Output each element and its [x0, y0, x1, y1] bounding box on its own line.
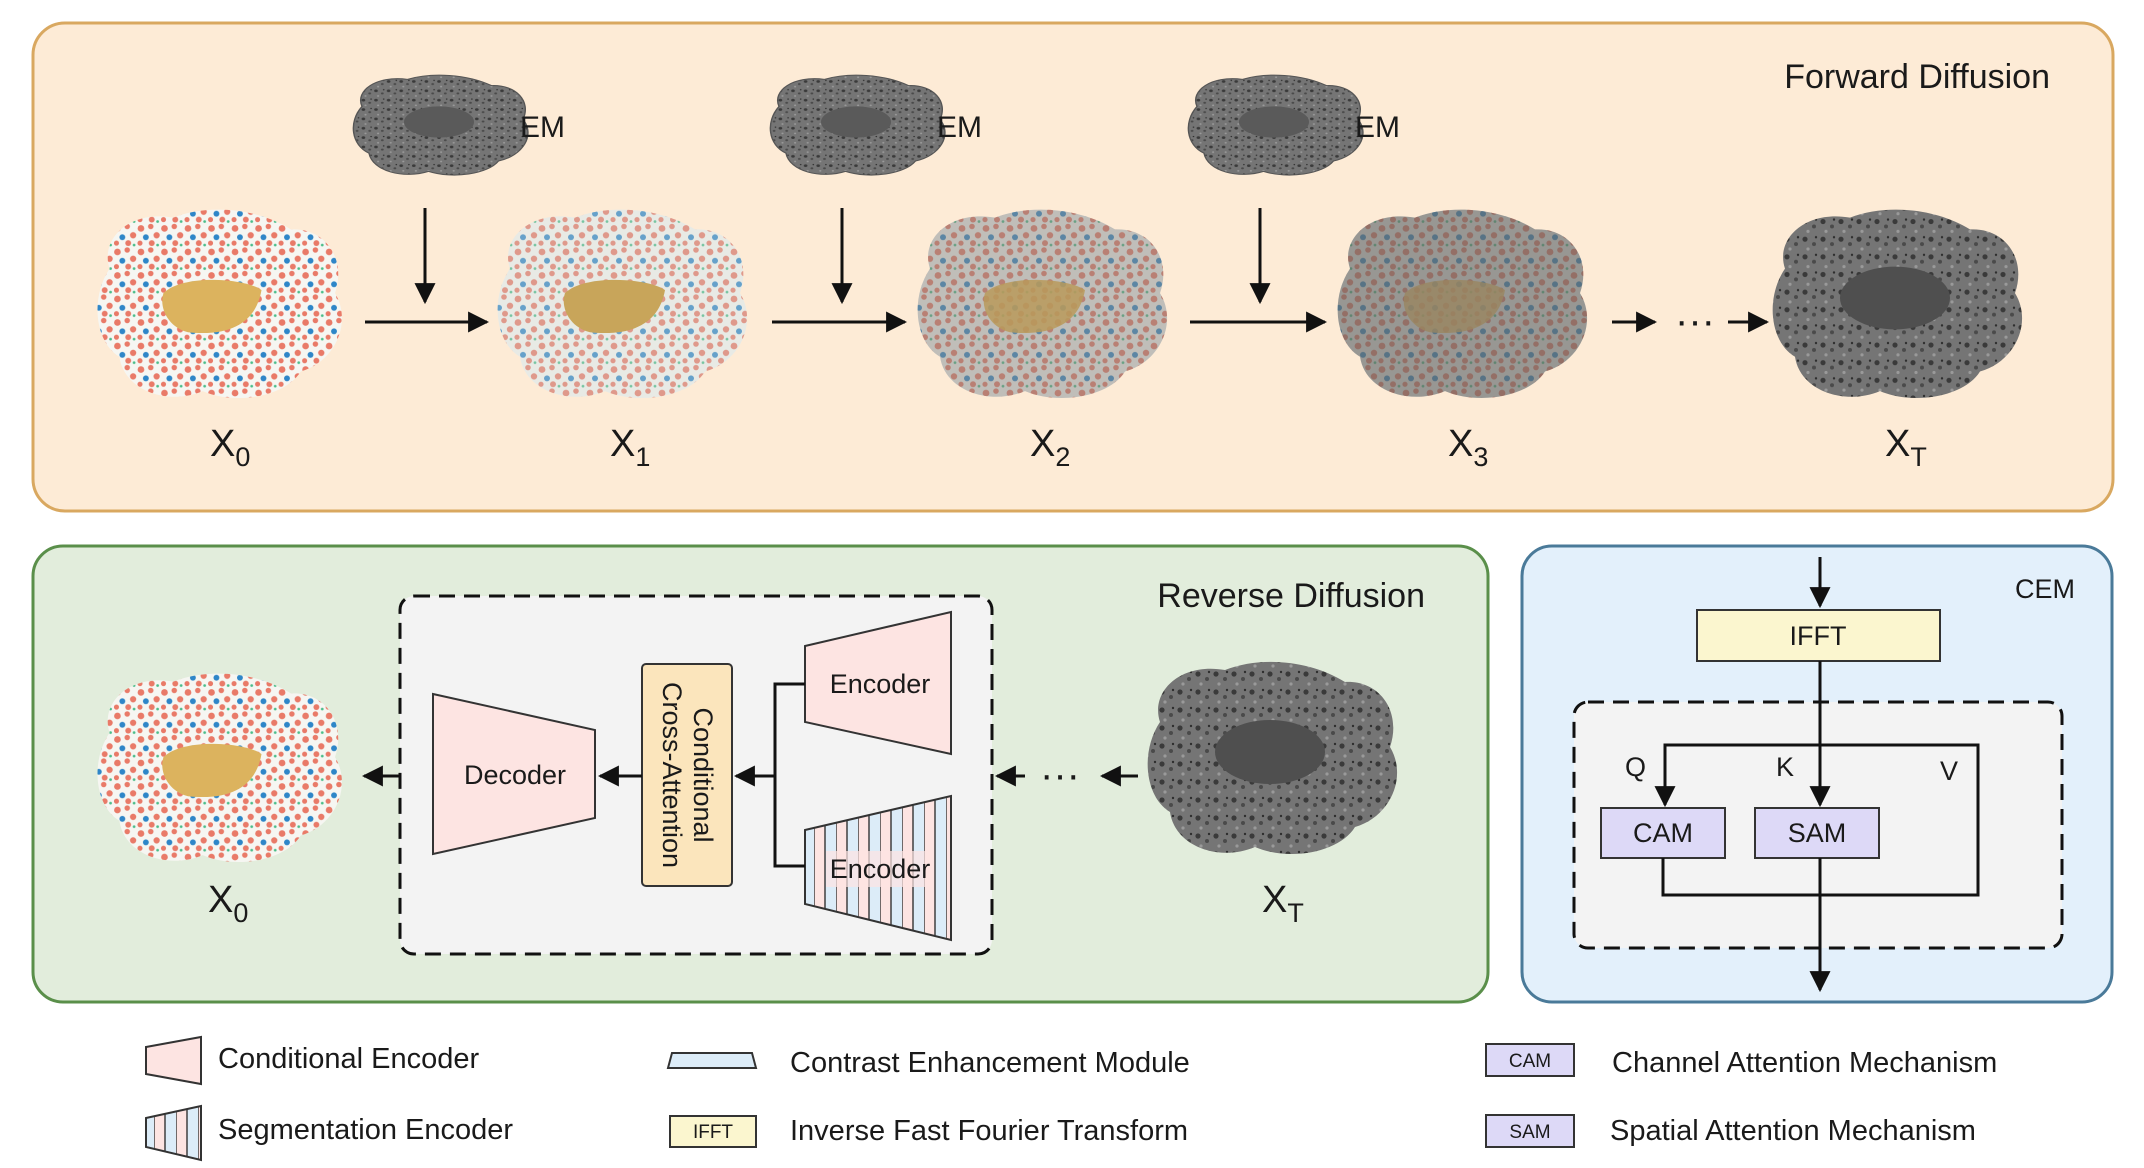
q-label: Q [1625, 752, 1646, 782]
em-label-2: EM [937, 111, 982, 144]
ifft-block [1696, 609, 1941, 662]
decoder-label: Decoder [464, 760, 566, 790]
conditional-encoder-block [804, 610, 952, 756]
legend-segmentation-encoder-icon [145, 1104, 202, 1162]
cam-to-output [1661, 858, 1820, 897]
legend-conditional-encoder-icon [145, 1035, 202, 1086]
em-image-1 [352, 74, 529, 176]
cell-x3-noisy [1337, 209, 1588, 399]
forward-ellipsis: ··· [1675, 299, 1715, 343]
reverse-label-x0: X0 [208, 879, 248, 928]
label-x1: X1 [610, 423, 650, 472]
cross-attention-label-2: Cross-Attention [657, 682, 687, 868]
cell-x0-segmentation [97, 209, 342, 399]
cross-attention-label-1: Conditional [688, 707, 718, 842]
sam-label: SAM [1788, 818, 1847, 848]
cell-xt-em [1772, 209, 2023, 399]
conditional-encoder-label: Encoder [830, 669, 931, 699]
forward-diffusion-title: Forward Diffusion [1784, 58, 2050, 96]
legend-ifft-icon [669, 1115, 757, 1148]
label-x0: X0 [210, 423, 250, 472]
reverse-label-xt: XT [1262, 879, 1304, 928]
reverse-input-xt-em [1147, 661, 1398, 855]
em-label-3: EM [1355, 111, 1400, 144]
legend-cem-text: Contrast Enhancement Module [790, 1047, 1190, 1079]
v-branch [1820, 743, 1980, 897]
ifft-label: IFFT [1790, 621, 1847, 651]
segmentation-encoder-label-bg [826, 851, 932, 887]
label-x2: X2 [1030, 423, 1070, 472]
v-label: V [1940, 756, 1958, 786]
sam-block [1754, 807, 1880, 859]
legend-sam-icon-label: SAM [1509, 1122, 1550, 1143]
decoder-block [432, 692, 596, 856]
legend-conditional-encoder-text: Conditional Encoder [218, 1043, 480, 1075]
segmentation-encoder-label: Encoder [830, 854, 931, 884]
legend-cam-icon [1485, 1043, 1575, 1077]
label-xt: XT [1885, 423, 1927, 472]
em-label-1: EM [520, 111, 565, 144]
legend-cam-text: Channel Attention Mechanism [1612, 1047, 1997, 1079]
reverse-ellipsis: ··· [1040, 753, 1080, 797]
legend-cem-icon [666, 1052, 758, 1069]
legend-segmentation-encoder-text: Segmentation Encoder [218, 1114, 513, 1146]
reverse-diffusion-title: Reverse Diffusion [1157, 577, 1425, 615]
cell-x2-noisy [917, 209, 1168, 399]
cam-label: CAM [1633, 818, 1693, 848]
cem-title: CEM [2015, 574, 2075, 604]
legend-ifft-icon-label: IFFT [693, 1122, 733, 1143]
legend-sam-text: Spatial Attention Mechanism [1610, 1115, 1976, 1147]
legend-cam-icon-label: CAM [1509, 1051, 1551, 1072]
legend-sam-icon [1485, 1114, 1575, 1148]
reverse-output-x0-segmentation [97, 673, 342, 863]
cam-block [1600, 807, 1726, 859]
em-image-3 [1187, 74, 1364, 176]
q-branch [1654, 743, 1820, 808]
em-image-2 [769, 74, 946, 176]
label-x3: X3 [1448, 423, 1488, 472]
legend-ifft-text: Inverse Fast Fourier Transform [790, 1115, 1188, 1147]
k-label: K [1776, 752, 1794, 782]
cell-x1-noisy [497, 209, 748, 399]
